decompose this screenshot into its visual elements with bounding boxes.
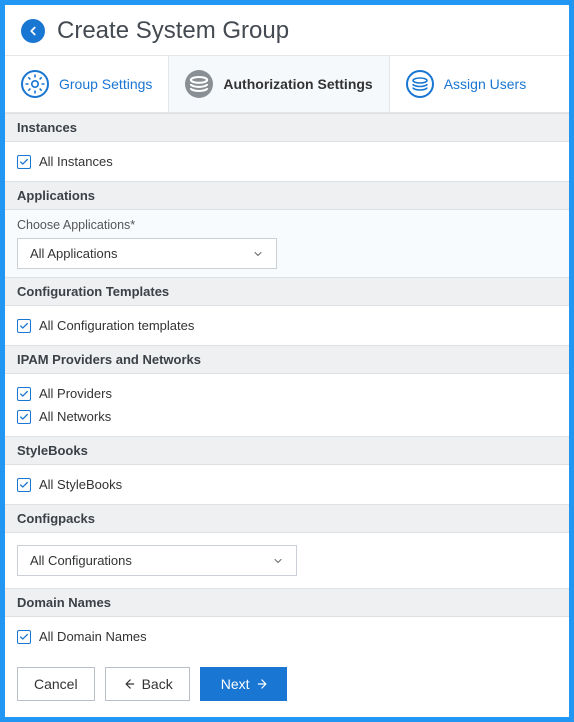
- dialog-frame: Create System Group Group Settings Autho…: [0, 0, 574, 722]
- section-body-stylebooks: All StyleBooks: [5, 465, 569, 504]
- checkbox-all-domain-names[interactable]: [17, 630, 31, 644]
- checkbox-label: All Networks: [39, 409, 111, 424]
- checkbox-label: All Providers: [39, 386, 112, 401]
- arrow-left-icon: [122, 677, 136, 691]
- wizard-tabs: Group Settings Authorization Settings As…: [5, 55, 569, 113]
- tab-label: Assign Users: [444, 76, 526, 92]
- page-title: Create System Group: [57, 17, 289, 45]
- check-icon: [19, 632, 29, 642]
- checkbox-label: All Configuration templates: [39, 318, 194, 333]
- checkbox-all-networks[interactable]: [17, 410, 31, 424]
- button-label: Next: [221, 676, 250, 692]
- back-button[interactable]: Back: [105, 667, 190, 701]
- checkbox-all-instances[interactable]: [17, 155, 31, 169]
- button-label: Back: [142, 676, 173, 692]
- section-body-applications: Choose Applications* All Applications: [5, 210, 569, 277]
- section-header-configpacks: Configpacks: [5, 504, 569, 533]
- section-body-configpacks: All Configurations: [5, 533, 569, 588]
- check-icon: [19, 157, 29, 167]
- section-header-domain-names: Domain Names: [5, 588, 569, 617]
- arrow-left-icon: [26, 24, 40, 38]
- field-label-applications: Choose Applications*: [17, 218, 557, 232]
- checkbox-label: All Instances: [39, 154, 113, 169]
- section-body-instances: All Instances: [5, 142, 569, 181]
- checkbox-all-stylebooks[interactable]: [17, 478, 31, 492]
- select-applications[interactable]: All Applications: [17, 238, 277, 269]
- tab-label: Authorization Settings: [223, 76, 372, 92]
- section-body-config-templates: All Configuration templates: [5, 306, 569, 345]
- tab-assign-users[interactable]: Assign Users: [390, 56, 542, 112]
- chevron-down-icon: [252, 248, 264, 260]
- check-icon: [19, 321, 29, 331]
- checkbox-all-config-templates[interactable]: [17, 319, 31, 333]
- check-icon: [19, 389, 29, 399]
- arrow-right-icon: [256, 677, 270, 691]
- checkbox-all-providers[interactable]: [17, 387, 31, 401]
- checkbox-label: All StyleBooks: [39, 477, 122, 492]
- stack-icon: [406, 70, 434, 98]
- section-header-ipam: IPAM Providers and Networks: [5, 345, 569, 374]
- checkbox-label: All Domain Names: [39, 629, 147, 644]
- tab-label: Group Settings: [59, 76, 152, 92]
- section-header-instances: Instances: [5, 113, 569, 142]
- form-content: Instances All Instances Applications Cho…: [5, 113, 569, 653]
- cancel-button[interactable]: Cancel: [17, 667, 95, 701]
- select-configurations[interactable]: All Configurations: [17, 545, 297, 576]
- button-label: Cancel: [34, 676, 78, 692]
- section-body-domain-names: All Domain Names: [5, 617, 569, 653]
- select-value: All Applications: [30, 246, 117, 261]
- section-header-config-templates: Configuration Templates: [5, 277, 569, 306]
- chevron-down-icon: [272, 555, 284, 567]
- back-icon-button[interactable]: [21, 19, 45, 43]
- stack-icon: [185, 70, 213, 98]
- gear-icon: [21, 70, 49, 98]
- dialog-footer: Cancel Back Next: [5, 653, 569, 717]
- tab-authorization-settings[interactable]: Authorization Settings: [169, 56, 389, 112]
- check-icon: [19, 480, 29, 490]
- section-header-stylebooks: StyleBooks: [5, 436, 569, 465]
- check-icon: [19, 412, 29, 422]
- next-button[interactable]: Next: [200, 667, 287, 701]
- section-body-ipam: All Providers All Networks: [5, 374, 569, 436]
- section-header-applications: Applications: [5, 181, 569, 210]
- select-value: All Configurations: [30, 553, 132, 568]
- dialog-header: Create System Group: [5, 5, 569, 55]
- tab-group-settings[interactable]: Group Settings: [5, 56, 169, 112]
